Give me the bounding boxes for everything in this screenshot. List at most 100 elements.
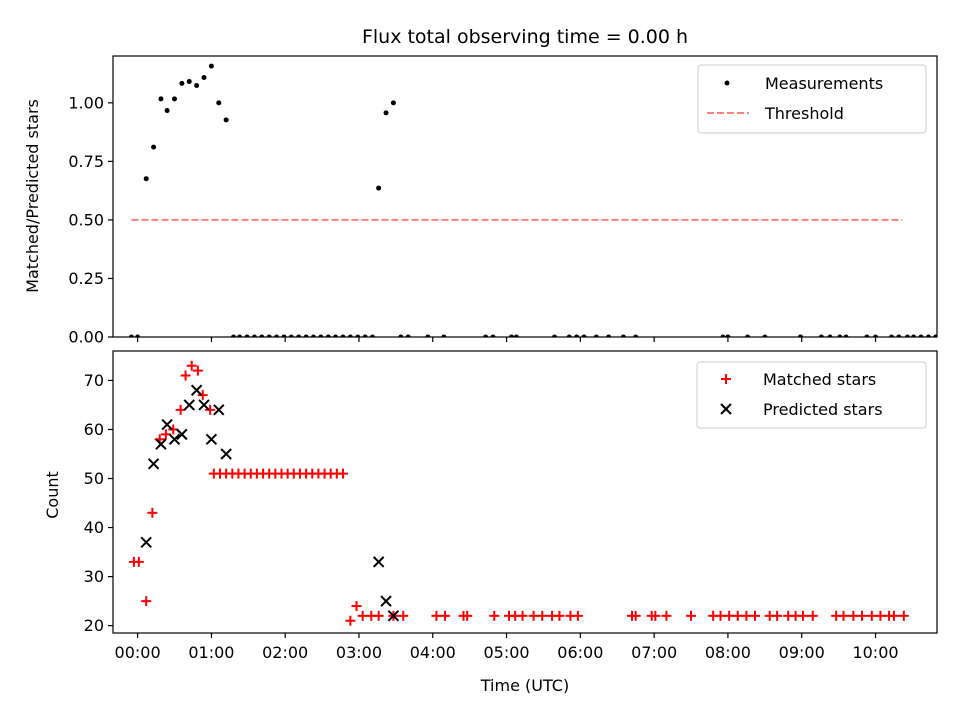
matched-star-marker (186, 360, 197, 371)
bottom-y-tick-label: 40 (84, 518, 104, 537)
matched-star-marker (462, 610, 473, 621)
measurement-point (237, 334, 243, 337)
measurement-point (390, 100, 396, 106)
measurement-point (171, 96, 177, 102)
measurement-point (827, 334, 833, 337)
matched-star-marker (345, 615, 356, 626)
measurement-point (143, 176, 149, 182)
measurement-point (405, 334, 411, 337)
matched-star-marker (192, 365, 203, 376)
measurement-point (797, 334, 803, 337)
matched-star-marker (133, 556, 144, 567)
bottom-y-axis-title: Count (43, 471, 62, 519)
bottom-x-tick-label: 03:00 (336, 643, 382, 662)
measurement-point (135, 334, 141, 337)
matched-star-marker (431, 610, 442, 621)
measurement-point (425, 334, 431, 337)
matched-star-marker (197, 390, 208, 401)
matched-star-marker (205, 404, 216, 415)
matched-star-marker (357, 610, 368, 621)
measurement-point (208, 63, 214, 69)
bottom-legend-frame (696, 361, 927, 429)
matched-star-marker (797, 610, 808, 621)
top-y-tick-label: 0.50 (68, 210, 104, 229)
matched-star-marker (572, 610, 583, 621)
bottom-x-tick-label: 10:00 (852, 643, 898, 662)
bottom-x-tick-label: 05:00 (483, 643, 529, 662)
matched-star-marker (749, 610, 760, 621)
matched-star-marker (732, 610, 743, 621)
measurement-point (837, 334, 843, 337)
matched-star-marker (898, 610, 909, 621)
matched-star-marker (772, 610, 783, 621)
matched-star-marker (351, 601, 362, 612)
matched-star-marker (741, 610, 752, 621)
measurement-point (186, 79, 192, 85)
matched-star-marker (180, 370, 191, 381)
bottom-series-predicted-stars (140, 384, 400, 622)
measurement-point (508, 334, 514, 337)
matched-star-marker (661, 610, 672, 621)
measurement-point (362, 334, 368, 337)
measurement-point (864, 334, 870, 337)
bottom-y-tick-label: 50 (84, 469, 104, 488)
measurement-point (574, 334, 580, 337)
measurement-point (593, 334, 599, 337)
matched-star-marker (848, 610, 859, 621)
top-y-tick-label: 0.00 (68, 328, 104, 347)
legend-threshold-label: Threshold (764, 104, 844, 123)
top-chart-title: Flux total observing time = 0.00 h (362, 26, 688, 48)
matched-star-marker (337, 468, 348, 479)
matched-star-marker (807, 610, 818, 621)
measurement-point (216, 100, 222, 106)
matched-star-marker (160, 429, 171, 440)
top-plot-area: 0.00 0.25 0.50 0.75 1.00 (68, 55, 938, 347)
predicted-star-marker (183, 399, 195, 411)
measurement-point (818, 334, 824, 337)
measurement-point (904, 334, 910, 337)
measurement-point (490, 334, 496, 337)
measurement-point (325, 334, 331, 337)
measurement-point (888, 334, 894, 337)
bottom-x-tick-label: 08:00 (705, 643, 751, 662)
predicted-star-marker (168, 433, 181, 445)
matched-star-marker (866, 610, 877, 621)
bottom-y-tick-label: 30 (84, 567, 104, 586)
top-series-layer (128, 63, 937, 337)
measurement-point (873, 334, 879, 337)
bottom-series-matched-stars (128, 360, 909, 626)
predicted-star-marker (190, 384, 203, 396)
top-y-tick-label: 1.00 (68, 93, 104, 112)
measurement-point (762, 334, 768, 337)
measurement-point (376, 185, 382, 191)
measurement-point (347, 334, 353, 337)
matched-star-marker (715, 610, 726, 621)
matched-star-marker (168, 424, 179, 435)
measurement-point (933, 334, 937, 337)
legend-predicted-stars-marker (720, 403, 732, 415)
predicted-star-marker (155, 438, 167, 450)
matched-star-marker (440, 610, 451, 621)
predicted-star-marker (161, 418, 173, 431)
matched-star-marker (630, 610, 641, 621)
measurement-point (251, 334, 257, 337)
matched-star-marker (875, 610, 886, 621)
top-y-tick-label: 0.25 (68, 269, 104, 288)
measurement-point (340, 334, 346, 337)
predicted-star-marker (176, 428, 188, 441)
measurement-point (303, 334, 309, 337)
measurement-point (483, 334, 489, 337)
measurement-point (244, 334, 250, 337)
measurement-point (633, 334, 639, 337)
top-series-measurements (128, 63, 937, 337)
measurement-point (318, 334, 324, 337)
bottom-plot-area: 20 30 40 50 60 70 00:00 01:00 02:00 03:00 04:00 05:… (84, 350, 938, 662)
measurement-point (164, 108, 170, 114)
bottom-x-tick-label: 04:00 (410, 643, 456, 662)
measurement-point (911, 334, 917, 337)
matched-star-marker (856, 610, 867, 621)
bottom-x-tick-label: 01:00 (188, 643, 234, 662)
measurement-point (296, 334, 302, 337)
bottom-y-tick-label: 60 (84, 420, 104, 439)
measurement-point (223, 117, 229, 123)
